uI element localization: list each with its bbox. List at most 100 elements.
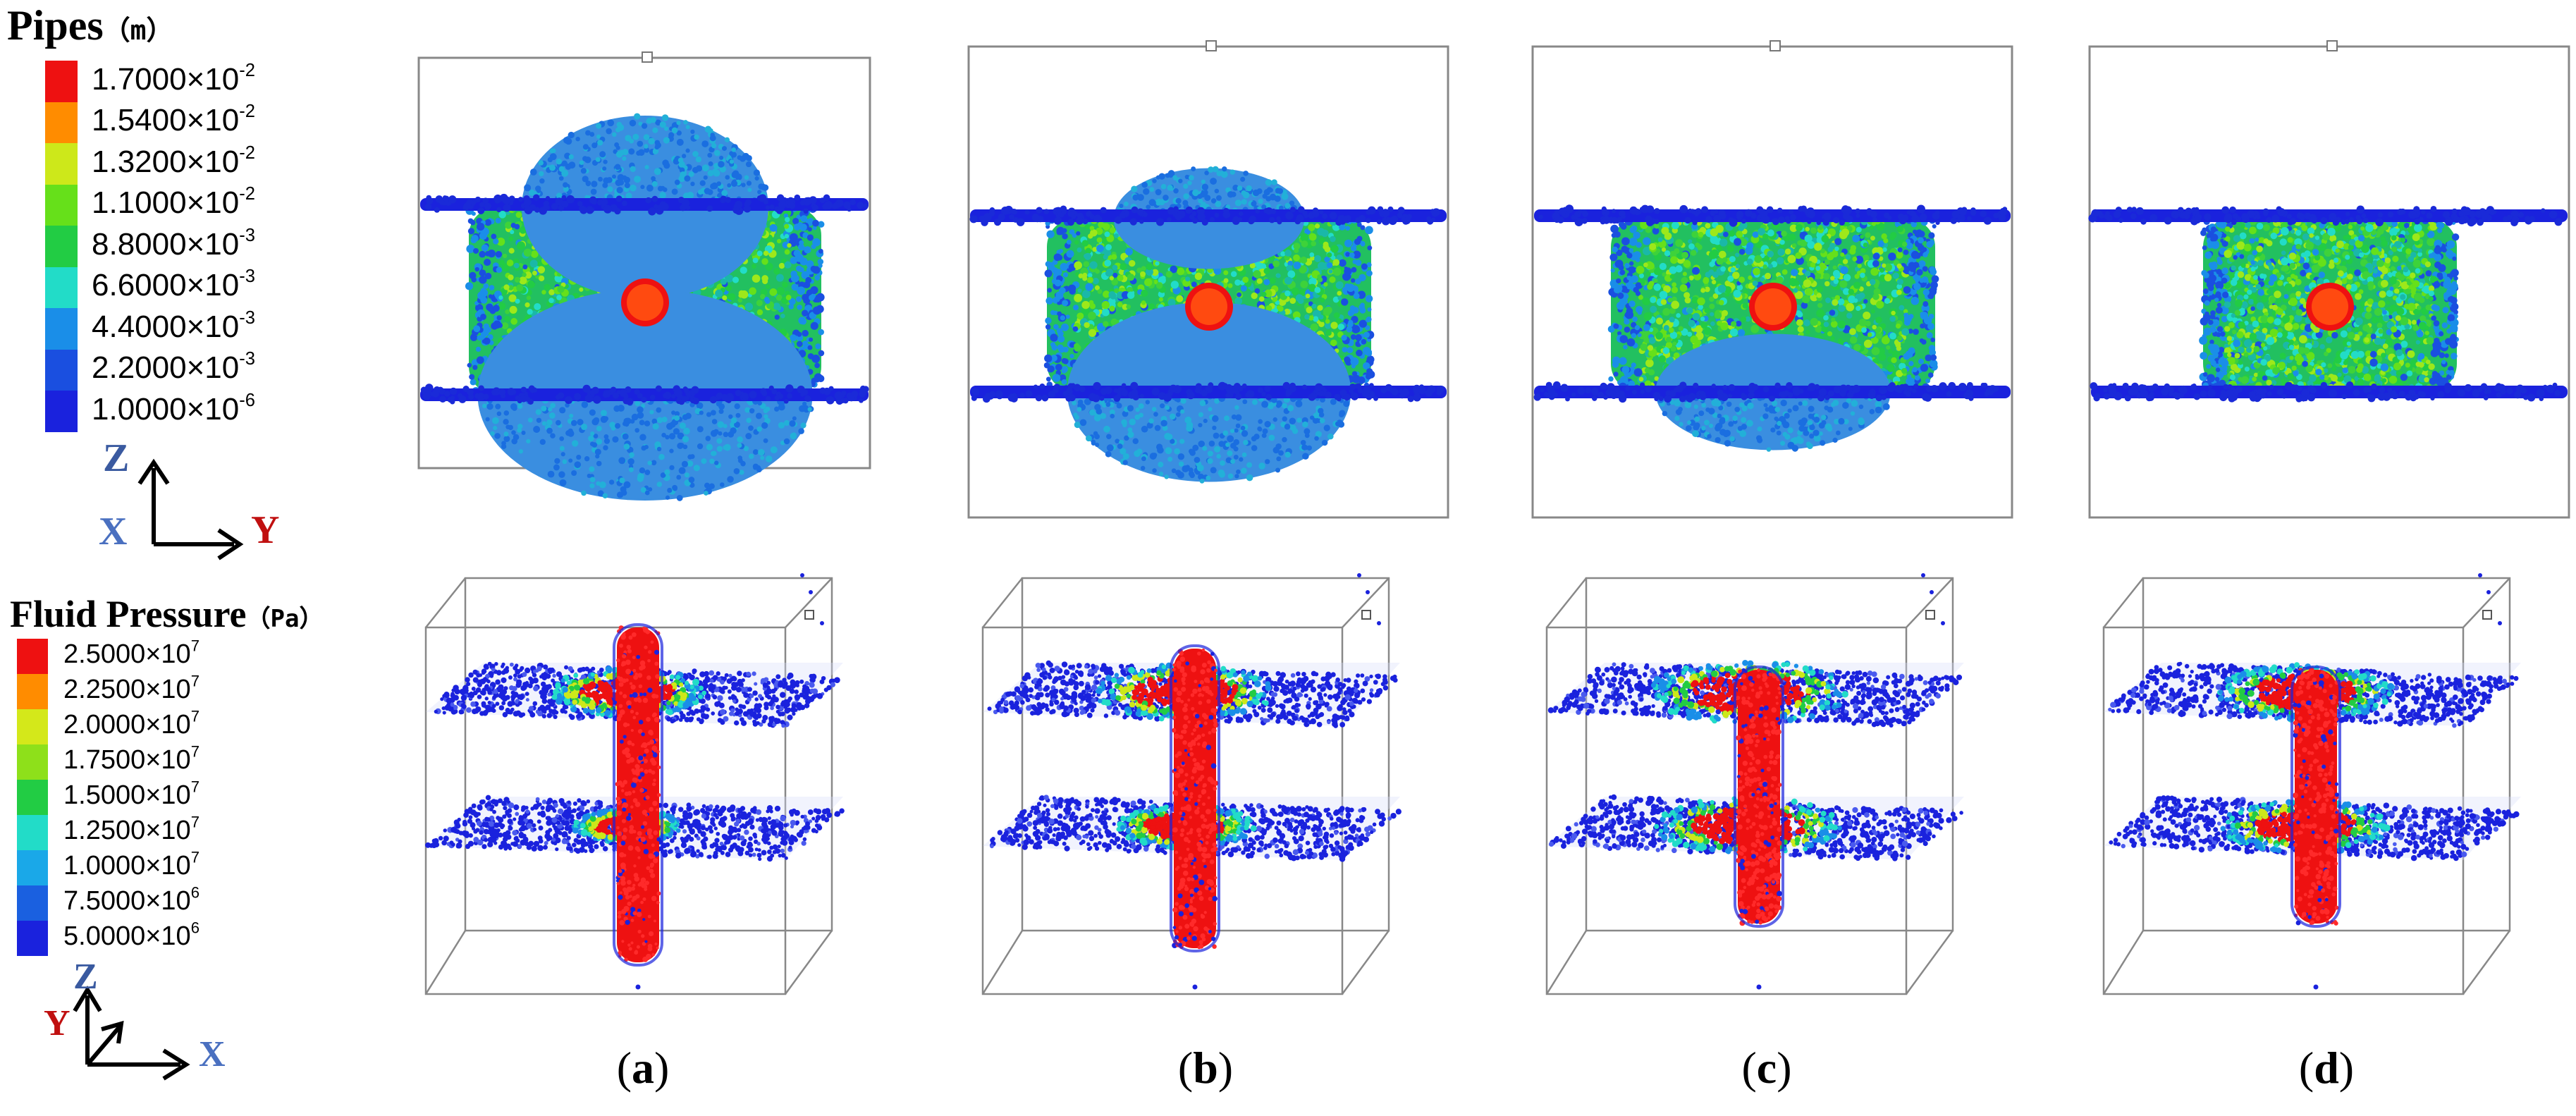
- panel-a-pressure-view: [424, 573, 845, 995]
- pipes_legend-swatch-5: [45, 266, 78, 308]
- pressure_legend-exponent-0: 7: [191, 637, 200, 655]
- pipes-legend-title: Pipes（m）: [7, 1, 173, 50]
- pressure_legend-label-8: 5.0000×106: [63, 919, 200, 952]
- pressure_legend-label-7: 7.5000×106: [63, 885, 200, 916]
- pressure_legend-label-5: 1.2500×107: [63, 814, 200, 846]
- pipes_legend-label-7: 2.2000×10-3: [92, 350, 255, 386]
- panel-b-label: (b): [1135, 1042, 1276, 1094]
- panel-a-pipes-view: [417, 51, 871, 501]
- pressure-legend-unit: （Pa）: [247, 605, 324, 633]
- pressure_legend-swatch-0: [17, 639, 48, 674]
- view-marker: [642, 51, 653, 63]
- pipes_legend-swatch-3: [45, 184, 78, 226]
- pipes-axis-x-label: X: [99, 509, 127, 554]
- pressure-axis-x-label: X: [199, 1034, 226, 1075]
- pressure_legend-mantissa-8: 5.0000: [63, 921, 145, 951]
- pressure_legend-swatch-1: [17, 674, 48, 709]
- pipes_legend-mantissa-3: 1.1000: [92, 185, 187, 220]
- panel-a-letter: a: [632, 1043, 654, 1093]
- pressure_legend-exponent-3: 7: [191, 743, 200, 761]
- pressure-axis-triad: [73, 986, 190, 1081]
- pipes_legend-swatch-2: [45, 143, 78, 185]
- pipes-color-legend: 1.7000×10-2 1.5400×10-2 1.3200×10-2 1.1000×…: [45, 61, 355, 434]
- pipes_legend-times-4: ×10: [187, 227, 240, 262]
- pressure_legend-mantissa-1: 2.2500: [63, 675, 145, 704]
- pressure_legend-mantissa-2: 2.0000: [63, 710, 145, 740]
- pipes_legend-label-2: 1.3200×10-2: [92, 144, 255, 180]
- pipes_legend-exponent-4: -3: [239, 226, 255, 245]
- pressure-axis-y-label: Y: [44, 1002, 70, 1044]
- upper-bedding-plane: [1534, 204, 2011, 227]
- pipes_legend-label-1: 1.5400×10-2: [92, 103, 255, 138]
- injection-point: [1749, 283, 1797, 331]
- pressure_legend-times-5: ×10: [145, 816, 190, 845]
- pipes_legend-swatch-4: [45, 226, 78, 267]
- pressure-axis-z-label: Z: [73, 956, 98, 998]
- pressure_legend-times-4: ×10: [145, 780, 190, 810]
- pipes_legend-swatch-1: [45, 102, 78, 143]
- pressure_legend-exponent-6: 7: [191, 849, 200, 866]
- pressure_legend-times-3: ×10: [145, 745, 190, 775]
- pressure_legend-label-4: 1.5000×107: [63, 778, 200, 811]
- pressure_legend-exponent-8: 6: [191, 919, 200, 937]
- pressure_legend-label-1: 2.2500×107: [63, 673, 200, 705]
- pipes_legend-mantissa-2: 1.3200: [92, 145, 187, 179]
- pressure-legend-title-text: Fluid Pressure: [10, 593, 247, 635]
- pressure_legend-exponent-1: 7: [191, 673, 200, 690]
- pipes_legend-mantissa-5: 6.6000: [92, 268, 187, 302]
- pressure_legend-mantissa-7: 7.5000: [63, 886, 145, 916]
- monitor-points: [635, 573, 824, 990]
- panel-d-letter: d: [2314, 1043, 2339, 1093]
- panel-b-pressure-view: [981, 573, 1402, 995]
- pipes_legend-times-2: ×10: [187, 145, 240, 179]
- pipes-legend-title-text: Pipes: [7, 2, 104, 49]
- pipes-axis-y-label: Y: [251, 508, 279, 553]
- pipes_legend-mantissa-7: 2.2000: [92, 350, 187, 385]
- pressure_legend-exponent-4: 7: [191, 778, 200, 796]
- pressure-column: [1734, 666, 1784, 928]
- pipes_legend-exponent-8: -6: [239, 391, 255, 410]
- pipes_legend-times-6: ×10: [187, 309, 240, 344]
- pressure_legend-label-0: 2.5000×107: [63, 637, 200, 670]
- pipes-axis-z-label: Z: [103, 436, 129, 481]
- lower-bedding-plane: [2090, 381, 2568, 403]
- pressure_legend-mantissa-4: 1.5000: [63, 780, 145, 810]
- panel-a-label: (a): [572, 1042, 713, 1094]
- monitor-points: [2313, 573, 2502, 990]
- pressure_legend-mantissa-5: 1.2500: [63, 816, 145, 845]
- injection-point: [621, 278, 669, 326]
- pipes_legend-times-3: ×10: [187, 185, 240, 220]
- panel-d-pipes-view: [2088, 40, 2570, 519]
- pipes_legend-mantissa-6: 4.4000: [92, 309, 187, 344]
- pressure_legend-mantissa-6: 1.0000: [63, 851, 145, 881]
- pressure_legend-times-1: ×10: [145, 675, 190, 704]
- panel-c-pressure-view: [1545, 573, 1964, 995]
- upper-bedding-plane: [969, 205, 1447, 226]
- monitor-points: [1192, 573, 1381, 990]
- pipes_legend-swatch-8: [45, 391, 78, 432]
- injection-point: [2306, 283, 2354, 331]
- pipes_legend-label-8: 1.0000×10-6: [92, 391, 255, 427]
- pressure_legend-swatch-7: [17, 885, 48, 921]
- panel-c-letter: c: [1757, 1043, 1777, 1093]
- pipes_legend-label-4: 8.8000×10-3: [92, 226, 255, 262]
- panel-b-pipes-view: [967, 40, 1449, 519]
- panel-d-pressure-view: [2102, 573, 2521, 995]
- pressure_legend-label-6: 1.0000×107: [63, 849, 200, 881]
- pressure_legend-exponent-5: 7: [191, 814, 200, 831]
- pipes_legend-label-3: 1.1000×10-2: [92, 185, 255, 221]
- pressure_legend-mantissa-3: 1.7500: [63, 745, 145, 775]
- pipes_legend-times-0: ×10: [187, 62, 240, 97]
- pressure_legend-swatch-3: [17, 744, 48, 780]
- pipes_legend-mantissa-8: 1.0000: [92, 392, 187, 427]
- pipes_legend-label-6: 4.4000×10-3: [92, 309, 255, 345]
- pressure_legend-swatch-4: [17, 780, 48, 815]
- pressure_legend-times-7: ×10: [145, 886, 190, 916]
- pressure_legend-swatch-5: [17, 815, 48, 850]
- upper-bedding-plane: [420, 193, 869, 216]
- lower-bedding-plane: [970, 381, 1447, 403]
- bounding-box: [424, 577, 833, 995]
- pipes_legend-times-8: ×10: [187, 392, 240, 427]
- pressure-column: [2290, 666, 2341, 928]
- pressure-column: [613, 623, 663, 967]
